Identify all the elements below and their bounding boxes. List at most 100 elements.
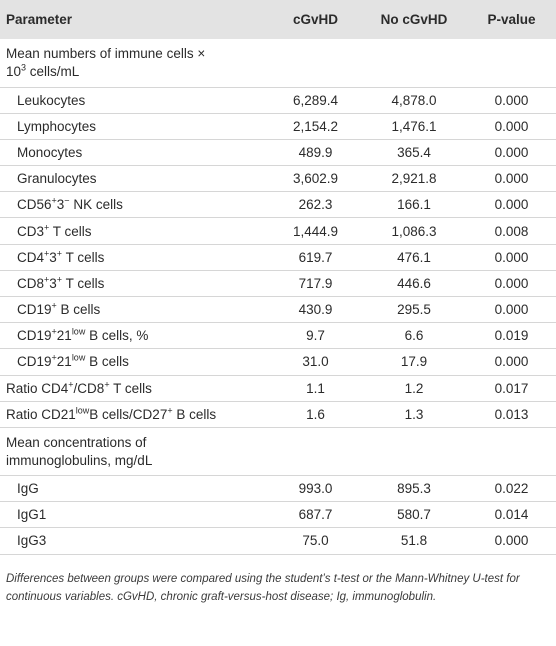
row-label: IgG — [0, 475, 270, 503]
section-immune-cells: Mean numbers of immune cells × 103 cells… — [0, 39, 556, 88]
label-text: /CD8 — [73, 380, 105, 396]
row-label: CD4+3+ T cells — [0, 244, 270, 271]
row-label: CD8+3+ T cells — [0, 270, 270, 298]
cell-no-cgvhd: 365.4 — [361, 139, 467, 167]
cell-cgvhd: 3,602.9 — [270, 165, 361, 193]
cell-p-value: 0.022 — [467, 475, 556, 503]
table-row: CD19+21low B cells 31.0 17.9 0.000 — [0, 348, 556, 376]
label-text: 3 — [49, 249, 57, 265]
label-text: CD4 — [17, 249, 45, 265]
label-superscript: + — [51, 300, 57, 311]
section-immune-title-rest: cells/mL — [26, 64, 80, 80]
row-label: Granulocytes — [0, 165, 270, 193]
section-ig-title-line1: Mean concentrations of — [6, 434, 147, 450]
row-label: Monocytes — [0, 139, 270, 167]
label-superscript: + — [68, 379, 74, 390]
cell-no-cgvhd: 580.7 — [361, 501, 467, 529]
cell-no-cgvhd: 446.6 — [361, 270, 467, 298]
row-label: CD19+21low B cells — [0, 348, 270, 376]
label-text: B cells/CD27 — [89, 406, 168, 422]
cell-no-cgvhd: 4,878.0 — [361, 87, 467, 114]
section-immune-title-line1: Mean numbers of immune cells × — [6, 46, 206, 62]
cell-cgvhd: 262.3 — [270, 191, 361, 219]
row-label: Lymphocytes — [0, 113, 270, 140]
row-label: CD3+ T cells — [0, 217, 270, 245]
label-superscript: + — [51, 195, 57, 206]
immunoglobulin-rows: IgG 993.0 895.3 0.022 IgG1 687.7 580.7 0.014 IgG… — [0, 475, 556, 555]
cell-p-value: 0.019 — [467, 322, 556, 350]
cell-no-cgvhd: 17.9 — [361, 348, 467, 376]
section-immune-cells-title: Mean numbers of immune cells × 103 cells… — [0, 39, 556, 88]
header-p-value: P-value — [467, 0, 556, 39]
cell-no-cgvhd: 2,921.8 — [361, 165, 467, 193]
row-label: Ratio CD4+/CD8+ T cells — [0, 375, 270, 402]
header-no-cgvhd: No cGvHD — [380, 12, 448, 27]
label-text: CD19 — [17, 328, 52, 344]
label-text: CD3 — [17, 223, 45, 239]
cell-cgvhd: 2,154.2 — [270, 113, 361, 140]
label-superscript: + — [51, 326, 57, 337]
cell-no-cgvhd: 895.3 — [361, 475, 467, 503]
label-superscript: + — [104, 379, 110, 390]
table-row: Monocytes 489.9 365.4 0.000 — [0, 139, 556, 167]
cell-cgvhd: 489.9 — [270, 139, 361, 167]
label-superscript: low — [75, 405, 90, 416]
table-row: IgG1 687.7 580.7 0.014 — [0, 501, 556, 529]
cell-cgvhd: 1,444.9 — [270, 217, 361, 245]
table-footnote: Differences between groups were compared… — [6, 573, 520, 603]
table-row: CD8+3+ T cells 717.9 446.6 0.000 — [0, 270, 556, 298]
cell-cgvhd: 31.0 — [270, 348, 361, 376]
cell-cgvhd: 619.7 — [270, 244, 361, 271]
label-text: Ratio CD4 — [6, 380, 69, 396]
label-text: NK cells — [69, 197, 123, 213]
table-row: Lymphocytes 2,154.2 1,476.1 0.000 — [0, 113, 556, 140]
section-immunoglobulins: Mean concentrations of immunoglobulins, … — [0, 427, 556, 476]
row-label: CD19+ B cells — [0, 296, 270, 324]
table-row: CD19+21low B cells, % 9.7 6.6 0.019 — [0, 322, 556, 350]
cell-no-cgvhd: 1.2 — [361, 375, 467, 402]
label-superscript: + — [167, 405, 173, 416]
section-ig-title-line2: immunoglobulins, mg/dL — [6, 452, 153, 468]
row-label: CD19+21low B cells, % — [0, 322, 270, 350]
label-text: T cells — [62, 249, 105, 265]
label-text: CD56 — [17, 197, 52, 213]
cell-no-cgvhd: 166.1 — [361, 191, 467, 219]
header-p-rest: -value — [496, 12, 536, 27]
cell-cgvhd: 717.9 — [270, 270, 361, 298]
cell-p-value: 0.000 — [467, 527, 556, 555]
label-text: 3 — [49, 275, 57, 291]
cell-no-cgvhd: 476.1 — [361, 244, 467, 271]
table-row: Ratio CD4+/CD8+ T cells 1.1 1.2 0.017 — [0, 375, 556, 402]
header-row: Parameter cGvHD No cGvHD P-value — [0, 0, 556, 39]
row-label: CD56+3− NK cells — [0, 191, 270, 219]
cell-no-cgvhd: 1.3 — [361, 401, 467, 428]
label-text: B cells — [172, 406, 217, 422]
label-text: T cells — [49, 223, 92, 239]
label-superscript: + — [51, 352, 57, 363]
cell-no-cgvhd: 1,086.3 — [361, 217, 467, 245]
label-text: 21 — [56, 328, 72, 344]
label-superscript: − — [64, 195, 70, 206]
cell-p-value: 0.000 — [467, 348, 556, 376]
label-text: 3 — [56, 197, 65, 213]
cell-p-value: 0.000 — [467, 296, 556, 324]
label-superscript: + — [44, 274, 50, 285]
cell-p-value: 0.000 — [467, 165, 556, 193]
cell-no-cgvhd: 1,476.1 — [361, 113, 467, 140]
immune-cell-rows: Leukocytes 6,289.4 4,878.0 0.000 Lymphocytes… — [0, 87, 556, 376]
cell-p-value: 0.000 — [467, 87, 556, 114]
cell-p-value: 0.000 — [467, 139, 556, 167]
table-row: CD19+ B cells 430.9 295.5 0.000 — [0, 296, 556, 324]
label-text: T cells — [109, 380, 152, 396]
header-p-italic: P — [487, 12, 497, 27]
cell-p-value: 0.013 — [467, 401, 556, 428]
label-text: B cells — [56, 302, 101, 318]
ratio-rows: Ratio CD4+/CD8+ T cells 1.1 1.2 0.017 Ratio … — [0, 375, 556, 428]
cell-p-value: 0.014 — [467, 501, 556, 529]
header-parameter: Parameter — [6, 12, 73, 27]
cell-cgvhd: 1.1 — [270, 375, 361, 402]
cell-no-cgvhd: 295.5 — [361, 296, 467, 324]
data-table: Parameter cGvHD No cGvHD P-value Mean nu… — [0, 0, 556, 555]
label-superscript: + — [56, 248, 63, 259]
label-text: B cells — [85, 354, 129, 370]
